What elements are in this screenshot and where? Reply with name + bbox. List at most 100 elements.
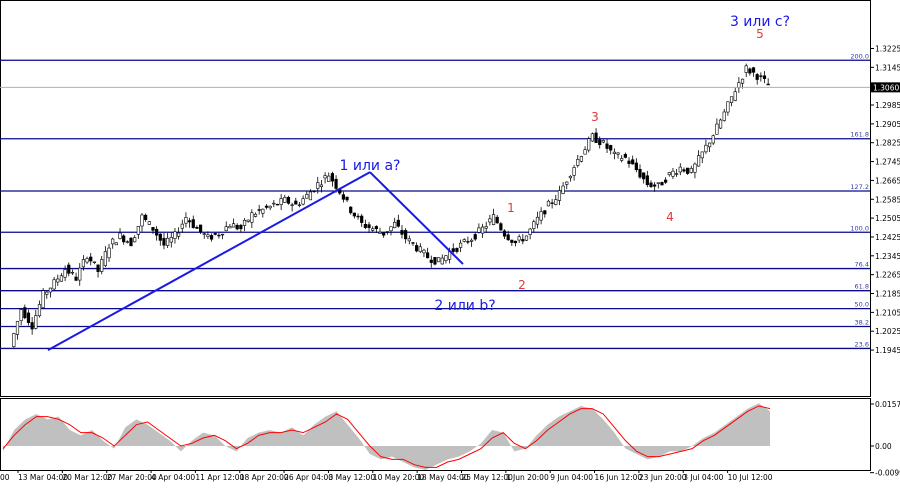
y-tick-label: 1.1945 bbox=[875, 346, 900, 355]
candle-body bbox=[744, 65, 748, 73]
candle-body bbox=[371, 228, 375, 231]
fib-label: 200.0 bbox=[850, 52, 869, 60]
candle-body bbox=[283, 197, 287, 203]
fib-levels: 200.0 161.8 127.2 100.0 76.4 61.8 50.0 38.2 23.6 bbox=[0, 52, 870, 350]
candle-body bbox=[557, 190, 562, 201]
candle-body bbox=[257, 209, 261, 211]
candle-body bbox=[261, 208, 265, 214]
candle-body bbox=[220, 233, 225, 236]
candle-body bbox=[341, 194, 345, 200]
y-tick-label: 1.2745 bbox=[875, 158, 900, 167]
candle-body bbox=[715, 123, 719, 135]
candle-body bbox=[206, 234, 210, 237]
candle-body bbox=[275, 203, 280, 206]
candle-body bbox=[491, 214, 496, 225]
candle-body bbox=[100, 259, 104, 272]
candle-body bbox=[550, 202, 554, 204]
candle-body bbox=[740, 78, 745, 84]
candle-body bbox=[264, 205, 269, 208]
candle-body bbox=[616, 152, 620, 155]
wave-label: 2 или b? bbox=[434, 298, 495, 314]
candle-body bbox=[638, 168, 642, 178]
x-tick-label: 3 May 12:00 bbox=[328, 473, 375, 482]
candle-body bbox=[213, 233, 217, 235]
candle-body bbox=[711, 135, 715, 144]
candle-body bbox=[59, 275, 64, 282]
candle-body bbox=[751, 67, 756, 73]
candle-body bbox=[407, 238, 411, 242]
candle-body bbox=[590, 133, 595, 142]
candle-body bbox=[707, 142, 712, 148]
y-tick-label: 1.2345 bbox=[875, 252, 900, 261]
x-tick-label: 11 Apr 12:00 bbox=[195, 473, 244, 482]
osc-y-tick-label: -0.00999 bbox=[875, 469, 900, 478]
candle-body bbox=[759, 75, 763, 77]
candle-body bbox=[645, 175, 649, 186]
candle-body bbox=[418, 246, 422, 252]
osc-y-tick-label: 0.00 bbox=[875, 442, 892, 451]
wave-label: 2 bbox=[518, 278, 526, 292]
candle-body bbox=[601, 140, 605, 143]
candle-body bbox=[400, 230, 404, 235]
candle-body bbox=[532, 221, 536, 229]
candle-body bbox=[48, 287, 53, 293]
candle-body bbox=[678, 166, 682, 173]
candle-body bbox=[239, 224, 243, 230]
candle-body bbox=[462, 239, 466, 242]
candle-body bbox=[583, 149, 587, 155]
candle-body bbox=[528, 228, 532, 235]
candle-body bbox=[682, 169, 686, 172]
candle-body bbox=[122, 235, 126, 243]
candle-body bbox=[426, 252, 430, 259]
x-tick-label: 10 May 20:00 bbox=[373, 473, 425, 482]
candle-body bbox=[286, 196, 291, 204]
y-tick-label: 1.2505 bbox=[875, 214, 900, 223]
candle-body bbox=[671, 170, 675, 177]
candle-body bbox=[415, 245, 419, 252]
x-tick-label: 20 Mar 12:00 bbox=[62, 473, 112, 482]
candle-body bbox=[268, 205, 272, 209]
candle-body bbox=[444, 255, 448, 261]
candle-body bbox=[184, 217, 188, 224]
candle-body bbox=[177, 232, 181, 237]
candle-body bbox=[118, 232, 122, 239]
candle-body bbox=[345, 196, 349, 201]
candle-body bbox=[627, 160, 631, 164]
candle-body bbox=[675, 173, 679, 175]
candle-body bbox=[451, 248, 455, 252]
candle-body bbox=[488, 218, 492, 223]
candle-body bbox=[272, 202, 276, 205]
current-price-label: 1.3060 bbox=[873, 83, 899, 92]
candle-body bbox=[422, 249, 426, 254]
x-tick-label: 4 Apr 04:00 bbox=[151, 473, 195, 482]
candle-body bbox=[598, 139, 602, 146]
candle-body bbox=[404, 230, 408, 240]
candle-body bbox=[382, 232, 386, 236]
candle-body bbox=[437, 257, 441, 263]
x-tick-label: 25 May 12:00 bbox=[462, 473, 514, 482]
candle-body bbox=[477, 227, 481, 233]
candle-body bbox=[41, 290, 45, 308]
candle-body bbox=[510, 239, 514, 243]
candle-body bbox=[279, 198, 283, 205]
candle-body bbox=[539, 211, 543, 221]
candle-body bbox=[52, 279, 56, 290]
candle-body bbox=[535, 216, 540, 225]
candle-body bbox=[506, 234, 510, 241]
oscillator-histogram bbox=[3, 403, 770, 471]
candle-body bbox=[70, 271, 75, 274]
fib-label: 161.8 bbox=[850, 131, 869, 139]
candle-body bbox=[305, 194, 309, 199]
candle-body bbox=[198, 224, 203, 233]
y-tick-label: 1.3225 bbox=[875, 44, 900, 53]
candle-body bbox=[572, 167, 576, 176]
candle-body bbox=[440, 257, 444, 265]
candle-body bbox=[495, 216, 499, 224]
candle-body bbox=[37, 304, 42, 317]
candle-body bbox=[209, 235, 214, 240]
candle-body bbox=[30, 322, 34, 330]
candle-body bbox=[521, 239, 525, 242]
candle-body bbox=[323, 175, 327, 179]
